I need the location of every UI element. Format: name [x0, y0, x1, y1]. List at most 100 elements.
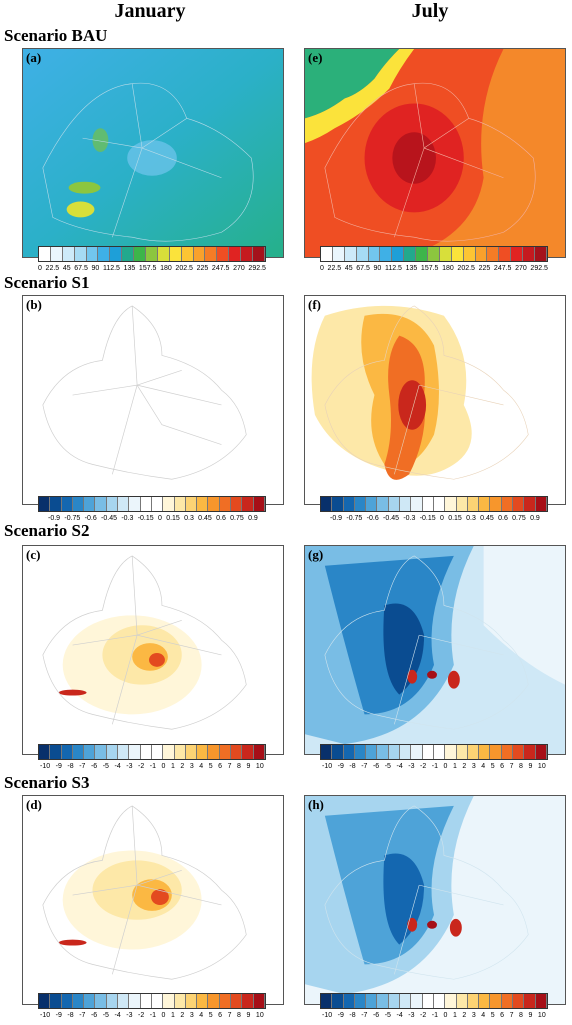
colorbar-tick-label: -6 [90, 763, 98, 770]
colorbar-tick-label: 4 [199, 763, 204, 770]
colorbar-tick-label: 2 [462, 763, 467, 770]
colorbar-swatch [129, 994, 141, 1008]
colorbar-tick-label: -2 [420, 763, 427, 770]
colorbar-tick-label: 45 [62, 265, 71, 272]
colorbar-swatch [445, 994, 457, 1008]
colorbar-tick-label: 0 [38, 265, 42, 272]
colorbar-tick-label: -8 [349, 763, 356, 770]
colorbar-tick-label: 3 [189, 763, 194, 770]
colorbar-swatch [61, 497, 73, 511]
colorbar-tick-label: 1 [452, 763, 457, 770]
colorbar-swatch [523, 247, 536, 261]
colorbar-swatch [205, 247, 218, 261]
column-title-july: July [411, 0, 449, 22]
colorbar-tick-label: 6 [500, 763, 505, 770]
colorbar-swatch [343, 745, 355, 759]
colorbar-swatch [219, 745, 232, 759]
colorbar-tick-label: -0.15 [419, 515, 436, 522]
map-panel-e: (e) [304, 48, 566, 258]
colorbar-tick-label: 90 [373, 265, 382, 272]
colorbar-tick-label: 0 [443, 763, 448, 770]
colorbar-ticks-s2-left: -10 -9 -8 -7 -6 -5 -4 -3 -2 -1 0 1 2 3 4 5 6 7 8 9 10 [40, 763, 264, 770]
colorbar-swatch [513, 994, 525, 1008]
colorbar-tick-label: 5 [490, 1012, 495, 1019]
colorbar-tick-label: -2 [138, 1012, 145, 1019]
colorbar-swatch [253, 745, 265, 759]
colorbar-swatch [535, 994, 547, 1008]
colorbar-tick-label: 0 [161, 1012, 166, 1019]
colorbar-tick-label: 0 [161, 763, 166, 770]
colorbar-swatch [451, 247, 464, 261]
colorbar-tick-label: 0.75 [230, 515, 244, 522]
colorbar-ticks-bau-right: 0 22.5 45 67.5 90 112.5 135 157.5 180 202.5 225 247… [320, 265, 548, 272]
colorbar-swatch [95, 497, 107, 511]
map-f-graphic [311, 305, 529, 480]
colorbar-tick-label: 22.5 [327, 265, 342, 272]
colorbar-s2-right [320, 744, 548, 760]
colorbar-swatch [208, 994, 220, 1008]
scenario-label-bau: Scenario BAU [4, 26, 108, 45]
colorbar-tick-label: 3 [471, 1012, 476, 1019]
column-title-january: January [114, 0, 186, 22]
colorbar-tick-label: 247.5 [493, 265, 512, 272]
colorbar-swatch [106, 497, 119, 511]
colorbar-swatch [50, 994, 62, 1008]
colorbar-tick-label: -9 [55, 1012, 62, 1019]
colorbar-swatch [400, 497, 412, 511]
colorbar-tick-label: 6 [218, 1012, 223, 1019]
colorbar-swatch [513, 745, 525, 759]
colorbar-tick-label: -10 [40, 763, 51, 770]
colorbar-tick-label: 4 [481, 763, 486, 770]
colorbar-swatch [197, 745, 209, 759]
colorbar-swatch [157, 247, 170, 261]
colorbar-swatch [110, 247, 123, 261]
colorbar-tick-label: -1 [431, 763, 439, 770]
colorbar-swatch [84, 497, 96, 511]
colorbar-swatch [95, 745, 107, 759]
colorbar-tick-label: -2 [420, 1012, 427, 1019]
colorbar-ticks-bau-left: 0 22.5 45 67.5 90 112.5 135 157.5 180 202.5 225 247… [38, 265, 266, 272]
colorbar-tick-label: -9 [337, 1012, 344, 1019]
colorbar-swatch [72, 745, 85, 759]
colorbar-swatch [151, 994, 164, 1008]
colorbar-swatch [445, 745, 457, 759]
colorbar-tick-label: 112.5 [102, 265, 120, 272]
colorbar-tick-label: -0.6 [366, 515, 379, 522]
colorbar-tick-label: 10 [537, 763, 546, 770]
colorbar-swatch [439, 247, 452, 261]
panel-label-h: (h) [308, 797, 324, 812]
colorbar-swatch [321, 247, 333, 261]
colorbar-tick-label: -6 [372, 1012, 380, 1019]
colorbar-swatch [140, 497, 152, 511]
colorbar-swatch [433, 745, 446, 759]
colorbar-tick-label: 157.5 [138, 265, 157, 272]
map-d-graphic [42, 805, 247, 980]
colorbar-swatch [174, 994, 186, 1008]
colorbar-tick-label: -4 [396, 763, 403, 770]
colorbar-swatch [344, 247, 357, 261]
colorbar-swatch [354, 994, 367, 1008]
colorbar-swatch [50, 497, 62, 511]
colorbar-tick-label: 0.3 [466, 515, 476, 522]
colorbar-swatch [411, 745, 423, 759]
colorbar-tick-label: 6 [500, 1012, 505, 1019]
colorbar-tick-label: -8 [349, 1012, 356, 1019]
colorbar-tick-label: -10 [40, 1012, 51, 1019]
colorbar-swatch [524, 497, 536, 511]
colorbar-bau-left [38, 246, 266, 262]
colorbar-tick-label: 2 [180, 1012, 185, 1019]
colorbar-tick-label: 0.6 [498, 515, 508, 522]
colorbar-swatch [185, 745, 198, 759]
map-panel-a: (a) [22, 48, 284, 258]
colorbar-tick-label: -4 [114, 763, 121, 770]
colorbar-tick-label: -0.45 [101, 515, 117, 522]
colorbar-tick-label: 180 [442, 265, 454, 272]
colorbar-tick-label: -3 [408, 1012, 415, 1019]
colorbar-tick-label: -1 [149, 763, 157, 770]
colorbar-swatch [185, 994, 198, 1008]
colorbar-swatch [422, 994, 434, 1008]
colorbar-swatch [118, 497, 130, 511]
colorbar-swatch [169, 247, 182, 261]
colorbar-swatch [368, 247, 381, 261]
colorbar-swatch [208, 497, 220, 511]
